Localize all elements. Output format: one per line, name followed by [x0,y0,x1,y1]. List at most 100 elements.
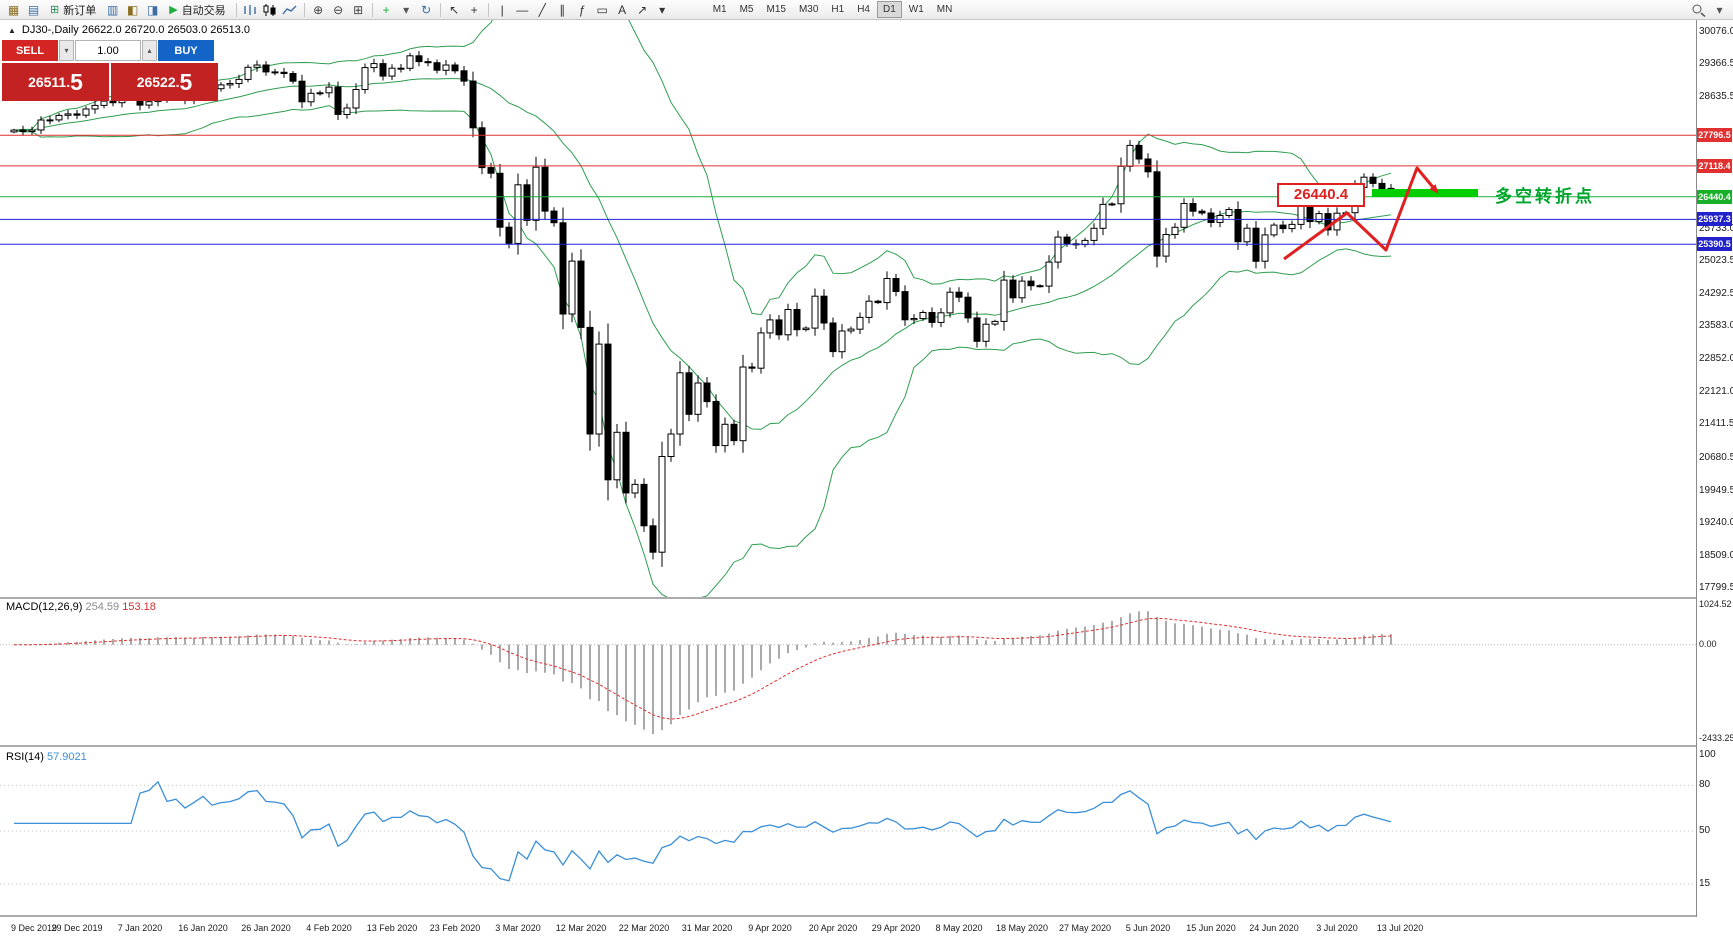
price-axis-label: 30076.0 [1699,26,1733,37]
toolbar-separator [371,2,373,17]
timeframe-button-M30[interactable]: M30 [798,4,819,15]
macd-indicator-label: MACD(12,26,9) 254.59 153.18 [6,601,156,613]
timeframe-button-W1[interactable]: W1 [908,4,924,15]
toolbar-separator [303,2,305,17]
panel-separator[interactable] [0,745,1733,747]
sell-price-button[interactable]: 26511. 5 [2,63,109,101]
search-icon[interactable] [1689,2,1708,18]
date-label: 9 Dec 2019 [10,923,58,933]
date-label: 20 Apr 2020 [808,923,858,933]
more-tools-caret-icon[interactable]: ▾ [659,2,666,17]
date-label: 3 Jul 2020 [1316,923,1358,933]
volume-input[interactable] [75,40,141,61]
vertical-line-icon[interactable]: | [500,2,504,17]
date-label: 18 May 2020 [995,923,1049,933]
price-axis-label: 19949.5 [1699,484,1733,496]
timeframe-button-M1[interactable]: M1 [712,4,727,15]
collapse-arrow-icon[interactable]: ▲ [8,25,16,35]
buy-button[interactable]: BUY [158,40,214,61]
tick-chart-icon[interactable]: ▤ [27,2,40,17]
date-label: 3 Mar 2020 [495,923,541,933]
arrows-icon[interactable]: ↗ [637,2,648,17]
time-axis[interactable]: 9 Dec 2019 29 Dec 2019 7 Jan 2020 16 Jan 20… [0,917,1733,946]
tile-windows-icon[interactable]: ⊞ [353,2,364,17]
channel-icon[interactable]: ∥ [559,2,566,17]
price-level-badge: 25390.5 [1697,237,1732,252]
panel-separator[interactable] [0,915,1733,917]
bar-chart-type-icon[interactable] [241,2,260,18]
zoom-out-icon[interactable]: ⊖ [333,2,344,17]
rsi-indicator-label: RSI(14) 57.9021 [6,751,87,763]
turning-point-annotation: 多空转折点 [1495,187,1595,206]
timeframe-toolbar: M1 M5 M15 M30 H1 H4 D1 W1 MN [707,1,959,18]
rsi-axis-label: 80 [1699,779,1711,791]
date-label: 13 Feb 2020 [366,923,418,933]
chart-window-icon[interactable]: ▦ [7,2,20,17]
timeframe-button-MN[interactable]: MN [936,4,953,15]
symbol-ohlc-text: DJ30-,Daily 26622.0 26720.0 26503.0 2651… [21,24,251,36]
price-callout-label[interactable]: 26440.4 [1277,183,1365,207]
line-chart-type-icon[interactable] [281,2,300,18]
toolbar: ▦ ▤ ⊞ 新订单 ▥ ◧ ◨ ▶ 自动交易 ⊕ ⊖ ⊞ + ▾ ↻ ↖ + | — ╱ ∥ ƒ ▭ A ↗ ▾ M1 M5 M15 M3… [0,0,1733,20]
trendline-icon[interactable]: ╱ [538,2,546,17]
main-price-chart[interactable] [0,20,1733,597]
toolbar-separator [235,2,237,17]
fibonacci-icon[interactable]: ƒ [578,2,586,17]
zoom-in-icon[interactable]: ⊕ [313,2,324,17]
price-axis-label: 22852.0 [1699,353,1733,365]
date-label: 4 Feb 2020 [306,923,352,933]
horizontal-line-icon[interactable]: — [516,2,529,17]
crosshair-icon[interactable]: + [470,2,478,17]
date-label: 26 Jan 2020 [241,923,291,933]
macd-axis-label: 0.00 [1699,638,1717,649]
date-label: 24 Jun 2020 [1249,923,1299,933]
price-axis[interactable]: 30076.0 29366.5 28635.5 25733.0 25023.5 24292… [1697,20,1733,917]
timeframe-button-D1[interactable]: D1 [877,1,902,18]
panel-separator[interactable] [0,597,1733,599]
candlestick-chart-type-icon[interactable] [261,2,280,18]
cursor-icon[interactable]: ↖ [449,2,460,17]
date-label: 13 Jul 2020 [1376,923,1424,933]
date-label: 29 Apr 2020 [871,923,921,933]
price-level-badge: 26440.4 [1697,189,1732,204]
macd-indicator-chart[interactable] [0,599,1733,745]
buy-price-button[interactable]: 26522. 5 [111,63,218,101]
price-axis-label: 20680.5 [1699,451,1733,463]
price-axis-line [1696,20,1697,917]
trade-panel-controls: SELL ▾ ▴ BUY [2,40,220,61]
price-axis-label: 24292.5 [1699,287,1733,299]
price-axis-label: 23583.0 [1699,320,1733,332]
date-label: 12 Mar 2020 [555,923,607,933]
auto-trading-button[interactable]: ▶ 自动交易 [163,2,231,18]
price-axis-label: 22121.0 [1699,386,1733,398]
sell-button[interactable]: SELL [2,40,58,61]
macd-name: MACD(12,26,9) [6,601,83,613]
date-label: 7 Jan 2020 [117,923,163,933]
date-label: 29 Dec 2019 [51,923,103,933]
timeframe-button-M5[interactable]: M5 [739,4,754,15]
cycle-icon[interactable]: ↻ [421,2,432,17]
market-watch-icon[interactable]: ▥ [107,2,119,17]
timeframe-button-H4[interactable]: H4 [857,4,870,15]
timeframe-button-M15[interactable]: M15 [766,4,786,15]
volume-increase-button[interactable]: ▴ [142,40,157,61]
text-label-icon[interactable]: A [618,2,627,17]
toolbar-right-group: ▾ [1689,2,1729,18]
timeframe-button-H1[interactable]: H1 [831,4,845,15]
one-click-trade-panel: SELL ▾ ▴ BUY 26511.5 26522.5 [2,40,220,101]
new-order-button[interactable]: ⊞ 新订单 [44,2,102,18]
toolbar-options-caret-icon[interactable]: ▾ [1716,2,1723,17]
navigator-icon[interactable]: ◧ [127,2,139,17]
rsi-axis-label: 100 [1699,749,1716,760]
price-level-badge: 25937.3 [1697,212,1732,227]
date-label: 31 Mar 2020 [681,923,733,933]
terminal-icon[interactable]: ◨ [147,2,159,17]
shapes-icon[interactable]: ▭ [596,2,608,17]
rsi-indicator-chart[interactable] [0,747,1733,915]
rsi-name: RSI(14) [6,751,44,763]
indicators-caret-icon[interactable]: ▾ [403,2,410,17]
auto-trading-icon: ▶ [169,4,178,16]
volume-decrease-button[interactable]: ▾ [59,40,74,61]
indicators-add-icon[interactable]: + [382,2,390,17]
